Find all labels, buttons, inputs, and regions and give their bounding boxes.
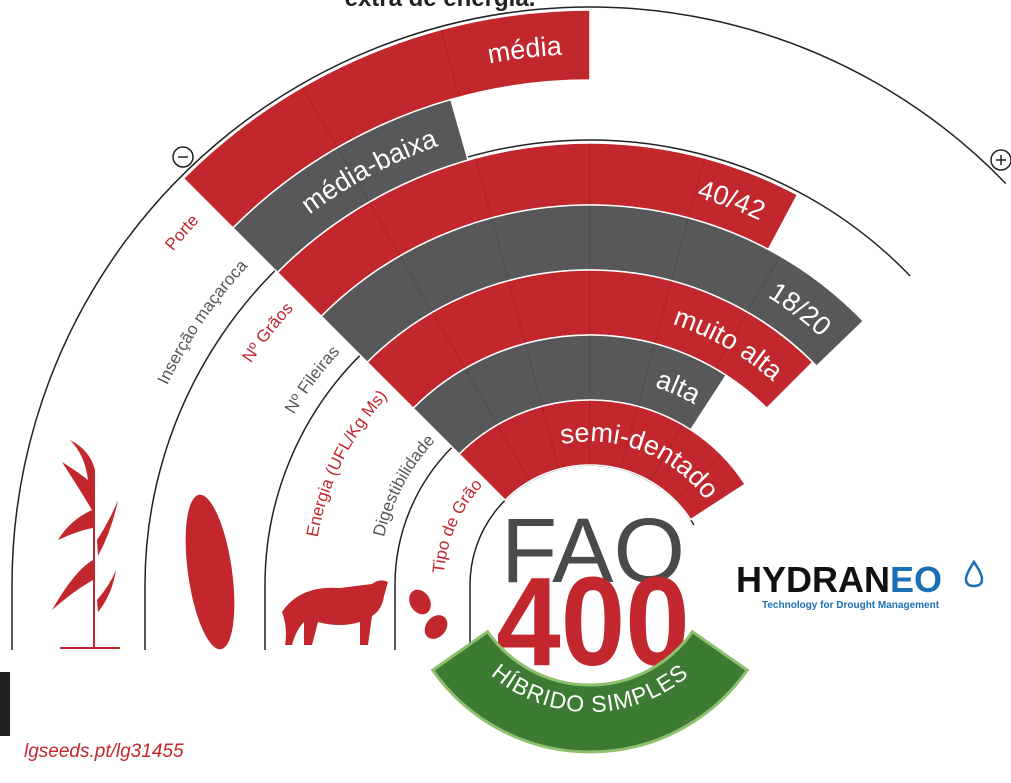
plant-icon [52,440,118,648]
ring-label: Nº Fileiras [281,342,343,417]
ring-label: Tipo de Grão [429,475,486,574]
ring-label-text: Nº Fileiras [281,342,343,417]
side-tab [0,672,10,736]
logo-tagline: Technology for Drought Management [762,600,940,611]
ring-label: Porte [161,211,202,254]
infographic: extra de energia. médiaPortemédia-baixaI… [0,0,1011,778]
page: extra de energia. médiaPortemédia-baixaI… [0,0,1011,778]
logo-name: HYDRANEO [736,559,942,600]
corn-icon [177,492,242,653]
ring-label-text: Digestibilidade [369,431,438,539]
ring-label: Digestibilidade [369,431,438,539]
ring-label-text: Tipo de Grão [429,475,486,574]
title: extra de energia. [345,0,536,12]
logo: HYDRANEO Technology for Drought Manageme… [736,559,982,611]
ring-label-text: Nº Grãos [238,299,296,366]
logo-part: EO [890,559,942,600]
ring-label-text: Porte [161,211,202,254]
link[interactable]: lgseeds.pt/lg31455 [24,741,184,762]
icons [52,440,452,652]
ring-label: Nº Grãos [238,299,296,366]
logo-drop [966,562,982,586]
seed-icon [420,611,452,644]
seed-icon [405,586,435,619]
logo-part: HYDRAN [736,559,890,600]
cow-icon [282,580,388,645]
